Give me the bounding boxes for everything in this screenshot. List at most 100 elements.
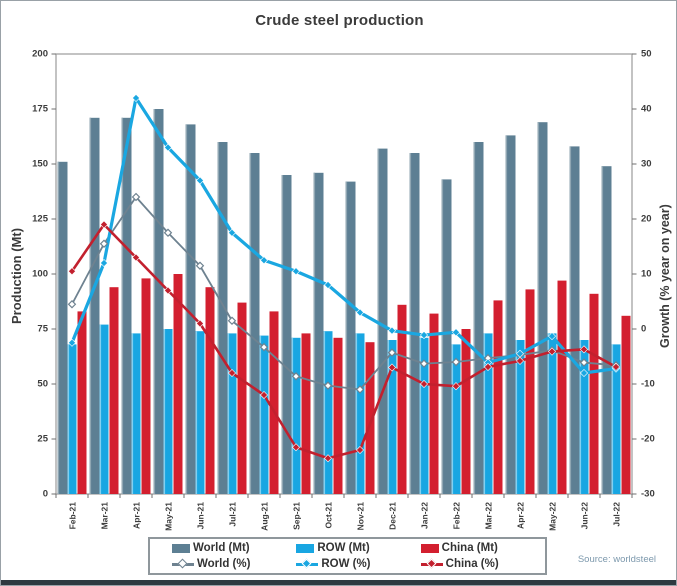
bar [505,135,516,494]
markers-ROW (%) [67,93,621,378]
legend-item-ROW (%): ROW (%) [296,558,420,570]
marker [227,228,237,237]
bar-edge [163,329,166,494]
marker [355,385,365,394]
bar [441,179,452,494]
marker [483,362,493,371]
marker [131,253,141,262]
bar-edge [313,172,316,495]
chart-plot-area: 0 25 50 75 100 125 150 175 200 -30 -20 -10 0 10 20 30 40… [32,49,655,531]
chart-title: Crude steel production [255,12,424,29]
marker [67,267,77,276]
marker [515,356,525,365]
marker [323,381,333,390]
legend-line-glyph [296,558,319,569]
bar [355,333,365,494]
bar-edge [291,337,294,494]
bar-series-World (Mt) [57,109,612,495]
marker [579,358,589,367]
x-category-label: Nov-21 [356,502,366,531]
bar-edge [505,135,508,494]
bar [259,335,269,494]
bar [131,333,141,494]
marker [195,261,205,270]
bar-edge [67,344,70,494]
bar [387,340,397,494]
bar [237,302,247,494]
bar [195,331,205,494]
bar [89,117,100,495]
marker [131,93,141,103]
left-tick-label: 100 [32,269,48,280]
bar-edge [259,335,262,494]
bar [323,331,333,494]
legend-label: China (Mt) [441,542,498,554]
legend-swatch [296,543,315,553]
bar [99,324,109,494]
marker [579,345,589,354]
marker [195,319,205,328]
bar [365,342,375,494]
legend-line-glyph [420,558,443,569]
bar-edge [473,142,476,494]
lines-layer [67,93,621,463]
legend-swatch [420,543,439,553]
marker [99,220,109,229]
marker [291,443,301,452]
bar [461,329,471,494]
right-tick-label: 20 [641,214,652,225]
marker [419,359,429,368]
marker [163,228,173,237]
bar-edge [323,331,326,494]
left-tick-label: 75 [37,324,48,335]
left-tick-label: 175 [32,104,49,115]
right-tick-label: 10 [641,269,652,280]
bar-edge [57,161,60,495]
bar [557,280,567,494]
x-category-label: Feb-22 [452,502,462,530]
bar-edge [409,153,412,494]
marker [67,300,77,309]
x-category-label: Sep-21 [292,502,302,530]
marker [547,332,557,341]
bar-edge [121,117,124,495]
left-tick-label: 0 [43,489,48,500]
bar [217,142,228,494]
marker [451,328,461,337]
x-category-label: Aug-21 [260,502,270,531]
bar [109,287,119,494]
marker [291,267,301,276]
right-tick-label: 50 [641,49,652,60]
legend-label: World (%) [197,558,251,570]
x-category-label: Dec-21 [388,502,398,530]
legend-item-ROW (Mt): ROW (Mt) [296,542,420,554]
marker [163,286,173,295]
bar [333,337,343,494]
bar-series-ROW (Mt) [67,324,621,494]
axes-layer: 0 25 50 75 100 125 150 175 200 -30 -20 -10 0 10 20 30 40… [32,49,655,531]
bar [227,333,237,494]
line-China (%) [70,223,618,460]
bar [57,161,68,495]
bar [525,289,535,494]
line-ROW (%) [70,96,618,375]
x-category-label: Mar-22 [484,502,494,530]
bar-edge [131,333,134,494]
bar-edge [249,153,252,494]
marker [387,326,397,335]
bar-edge [153,109,156,494]
marker [451,382,461,391]
bar [141,278,151,494]
bar [473,142,484,494]
right-tick-label: -10 [641,379,655,390]
marker [227,368,237,378]
bar [537,122,548,494]
bar [121,117,132,495]
left-tick-label: 50 [37,379,48,390]
left-tick-label: 25 [37,434,48,445]
marker [547,347,557,356]
x-category-label: Apr-21 [132,502,142,529]
right-tick-label: -20 [641,434,655,445]
bar-edge [451,344,454,494]
left-tick-label: 200 [32,49,48,60]
